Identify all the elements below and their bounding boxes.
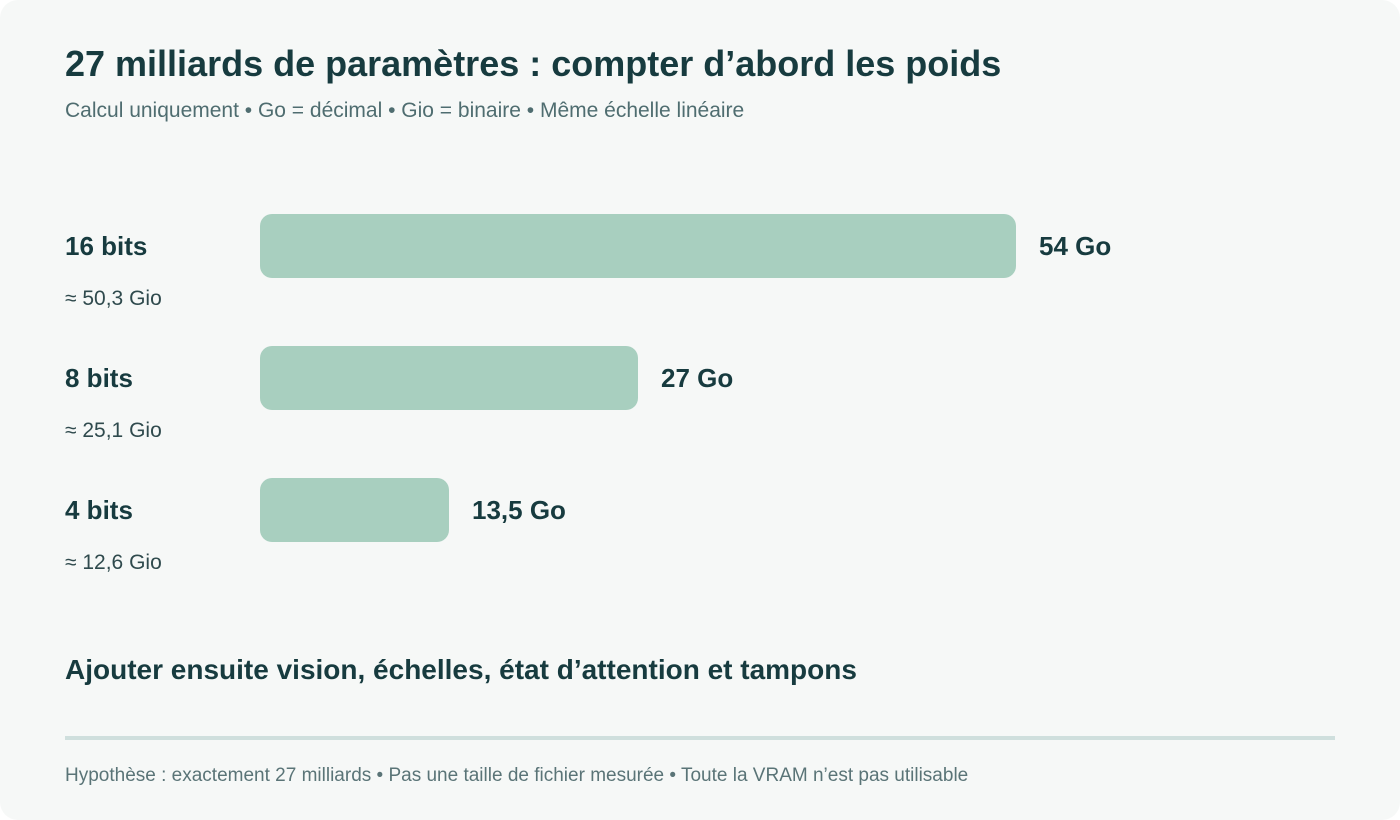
bar bbox=[260, 478, 449, 542]
bar-row: 4 bits ≈ 12,6 Gio 13,5 Go bbox=[65, 478, 566, 574]
category-label: 8 bits bbox=[65, 363, 133, 393]
category-label: 16 bits bbox=[65, 231, 147, 261]
value-label: 27 Go bbox=[661, 363, 733, 393]
page-title: 27 milliards de paramètres : compter d’a… bbox=[65, 43, 1002, 84]
footnote: Hypothèse : exactement 27 milliards • Pa… bbox=[65, 765, 969, 786]
divider bbox=[65, 736, 1335, 740]
bar-row: 16 bits ≈ 50,3 Gio 54 Go bbox=[65, 214, 1111, 310]
bar-row: 8 bits ≈ 25,1 Gio 27 Go bbox=[65, 346, 733, 442]
value-label: 13,5 Go bbox=[472, 495, 566, 525]
page-subtitle: Calcul uniquement • Go = décimal • Gio =… bbox=[65, 99, 745, 122]
bar bbox=[260, 346, 638, 410]
value-label: 54 Go bbox=[1039, 231, 1111, 261]
bar bbox=[260, 214, 1016, 278]
category-label: 4 bits bbox=[65, 495, 133, 525]
gib-label: ≈ 12,6 Gio bbox=[65, 551, 162, 574]
next-step-note: Ajouter ensuite vision, échelles, état d… bbox=[65, 654, 857, 685]
gib-label: ≈ 50,3 Gio bbox=[65, 287, 162, 310]
gib-label: ≈ 25,1 Gio bbox=[65, 419, 162, 442]
